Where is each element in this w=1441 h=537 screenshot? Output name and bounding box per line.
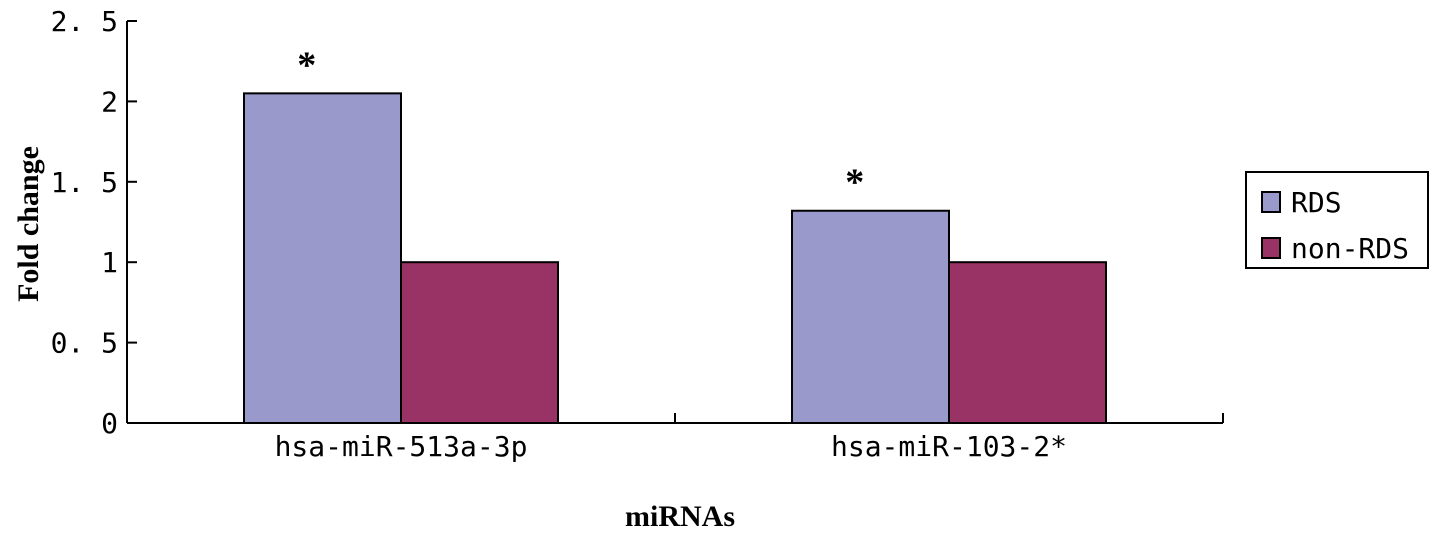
x-tick-label: hsa-miR-513a-3p bbox=[275, 430, 528, 463]
significance-annotations: ** bbox=[297, 44, 864, 203]
y-tick-label: 1. 5 bbox=[51, 166, 118, 199]
bar-non-rds bbox=[400, 261, 559, 425]
y-tick-label: 1 bbox=[101, 246, 118, 279]
y-axis-title: Fold change bbox=[12, 146, 45, 302]
legend-swatch bbox=[1261, 191, 1281, 213]
y-tick-label: 0 bbox=[101, 407, 118, 440]
legend-swatch bbox=[1261, 237, 1281, 259]
x-ticks: hsa-miR-513a-3p hsa-miR-103-2* bbox=[275, 413, 1224, 463]
legend-label: RDS bbox=[1291, 186, 1342, 219]
x-axis-title: miRNAs bbox=[625, 500, 735, 533]
legend-label: non-RDS bbox=[1291, 232, 1409, 265]
bar-non-rds bbox=[948, 261, 1107, 425]
bar-rds bbox=[791, 209, 950, 424]
y-tick-label: 2 bbox=[101, 85, 118, 118]
y-ticks: 0 0. 5 1 1. 5 2 2. 5 bbox=[51, 5, 137, 440]
significance-star: * bbox=[845, 162, 864, 204]
bars-layer bbox=[243, 92, 1107, 425]
x-tick-label: hsa-miR-103-2* bbox=[831, 430, 1067, 463]
y-tick-label: 0. 5 bbox=[51, 327, 118, 360]
legend: RDS non-RDS bbox=[1245, 171, 1429, 269]
significance-star: * bbox=[297, 44, 316, 86]
y-tick-label: 2. 5 bbox=[51, 5, 118, 38]
bar-rds bbox=[243, 92, 402, 425]
